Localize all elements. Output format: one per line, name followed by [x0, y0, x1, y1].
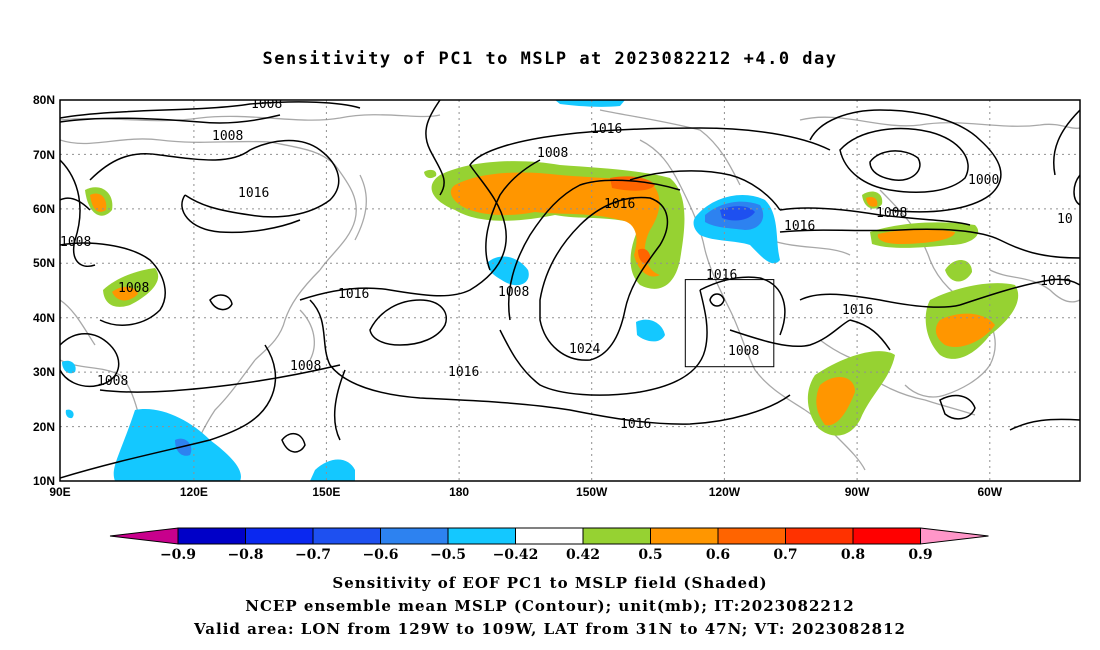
- valid-area-box: [684, 279, 775, 368]
- contour-label: 1008: [728, 344, 759, 359]
- map-title: Sensitivity of PC1 to MSLP at 2023082212…: [262, 49, 838, 69]
- colorbar-tick-label: −0.7: [295, 547, 331, 563]
- colorbar-tick-label: 0.7: [773, 547, 797, 563]
- contour-label: 1016: [842, 303, 873, 318]
- colorbar-tick-label: −0.9: [160, 547, 196, 563]
- colorbar-segment: [852, 527, 921, 545]
- contour-label: 1008: [251, 97, 282, 112]
- colorbar-segment: [650, 527, 719, 545]
- colorbar-segment: [717, 527, 786, 545]
- lon-tick-label: 90W: [845, 485, 870, 499]
- contour-label: 1008: [876, 206, 907, 221]
- lat-tick-label: 80N: [33, 93, 55, 107]
- caption-line-2: NCEP ensemble mean MSLP (Contour); unit(…: [245, 597, 855, 615]
- contour-label: 1024: [569, 342, 600, 357]
- contour-label: 1016: [784, 219, 815, 234]
- contour-label: 1008: [290, 359, 321, 374]
- colorbar-tick-label: −0.8: [227, 547, 263, 563]
- caption-line-3: Valid area: LON from 129W to 109W, LAT f…: [194, 620, 906, 638]
- colorbar-segment: [380, 527, 449, 545]
- lat-tick-label: 30N: [33, 365, 55, 379]
- lon-tick-labels: 90E 120E 150E 180 150W 120W 90W 60W: [49, 485, 1002, 499]
- lon-tick-label: 90E: [49, 485, 70, 499]
- contour-label: 1000: [968, 173, 999, 188]
- colorbar-tick-label: −0.5: [430, 547, 466, 563]
- contour-label: 1016: [338, 287, 369, 302]
- contour-label: 1016: [448, 365, 479, 380]
- contour-labels: 1008 1008 1016 1008 1008 1008 1008 1016 …: [60, 97, 1073, 432]
- lon-tick-label: 180: [449, 485, 469, 499]
- colorbar-left-triangle: [109, 527, 179, 545]
- contour-label: 1008: [60, 235, 91, 250]
- contour-label: 1016: [238, 186, 269, 201]
- contour-label: 1008: [118, 281, 149, 296]
- lon-tick-label: 120W: [709, 485, 741, 499]
- colorbar-segment: [582, 527, 651, 545]
- colorbar-tick-label: 0.9: [908, 547, 932, 563]
- contour-label: 10: [1057, 212, 1073, 227]
- lat-tick-label: 50N: [33, 256, 55, 270]
- lon-tick-label: 120E: [180, 485, 208, 499]
- plot-frame: [59, 99, 1081, 482]
- contour-label: 1016: [591, 122, 622, 137]
- shaded-sensitivity: [62, 100, 1019, 481]
- lat-tick-label: 10N: [33, 474, 55, 488]
- lon-tick-label: 60W: [977, 485, 1002, 499]
- lon-tick-label: 150E: [312, 485, 340, 499]
- lat-tick-label: 70N: [33, 148, 55, 162]
- contour-label: 1016: [620, 417, 651, 432]
- contour-label: 1016: [706, 268, 737, 283]
- lat-tick-label: 40N: [33, 311, 55, 325]
- colorbar: −0.9 −0.8 −0.7 −0.6 −0.5 −0.42 0.42 0.5 0.6 0.7 0.…: [109, 527, 989, 563]
- colorbar-segment: [447, 527, 516, 545]
- colorbar-segment: [177, 527, 246, 545]
- contour-label: 1016: [1040, 274, 1071, 289]
- lat-tick-label: 60N: [33, 202, 55, 216]
- colorbar-tick-label: 0.5: [638, 547, 662, 563]
- lat-tick-label: 20N: [33, 420, 55, 434]
- contour-label: 1008: [212, 129, 243, 144]
- colorbar-tick-label: 0.6: [706, 547, 730, 563]
- contour-label: 1008: [537, 146, 568, 161]
- colorbar-tick-label: 0.42: [566, 547, 600, 563]
- lat-tick-labels: 80N 70N 60N 50N 40N 30N 20N 10N: [33, 93, 55, 488]
- colorbar-segment: [785, 527, 854, 545]
- caption-line-1: Sensitivity of EOF PC1 to MSLP field (Sh…: [332, 574, 768, 592]
- coastlines: [60, 109, 1080, 471]
- mslp-contours: [60, 100, 1080, 479]
- contour-label: 1008: [97, 374, 128, 389]
- colorbar-tick-label: −0.6: [362, 547, 398, 563]
- colorbar-tick-label: 0.8: [841, 547, 865, 563]
- grid-lines: [60, 100, 1080, 481]
- lon-tick-label: 150W: [576, 485, 608, 499]
- colorbar-segment: [245, 527, 314, 545]
- contour-label: 1008: [498, 285, 529, 300]
- colorbar-right-triangle: [920, 527, 989, 545]
- colorbar-segment: [515, 527, 584, 545]
- colorbar-segment: [312, 527, 381, 545]
- colorbar-tick-label: −0.42: [493, 547, 539, 563]
- contour-label: 1016: [604, 197, 635, 212]
